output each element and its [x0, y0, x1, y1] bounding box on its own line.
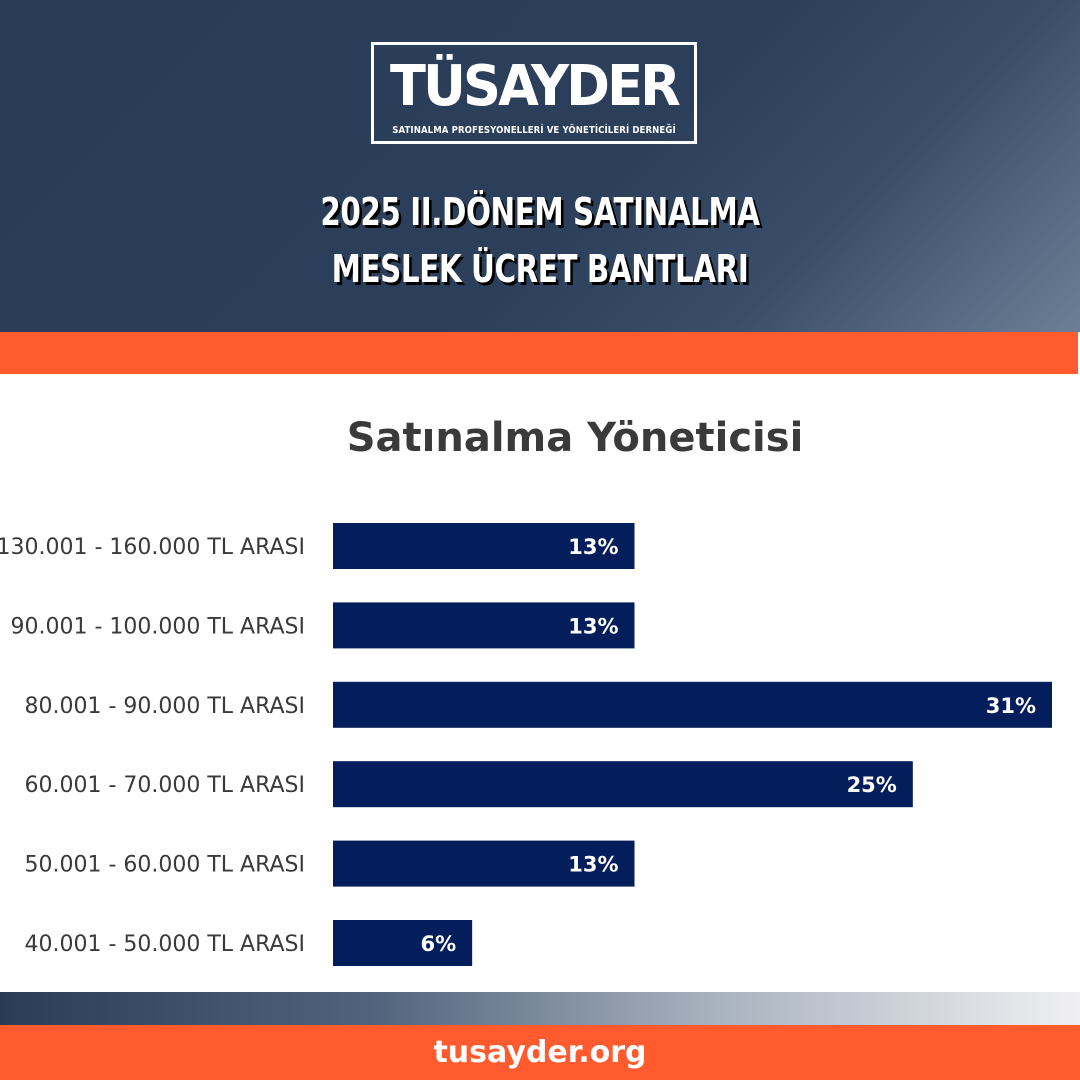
category-label: 50.001 - 60.000 TL ARASI — [24, 853, 305, 878]
accent-band — [0, 332, 1078, 374]
bar — [333, 761, 913, 808]
bar — [333, 681, 1052, 728]
bar-value-label: 31% — [986, 694, 1036, 718]
footer-gradient-strip — [0, 992, 1080, 1025]
category-label: 40.001 - 50.000 TL ARASI — [24, 932, 305, 957]
bar-chart: 130.001 - 160.000 TL ARASI 13% 90.001 - 10… — [0, 523, 1052, 966]
page-title-line-1: 2025 II.DÖNEM SATINALMA — [320, 190, 760, 234]
category-label: 130.001 - 160.000 TL ARASI — [0, 535, 305, 560]
brand-logo: TÜSAYDER SATINALMA PROFESYONELLERİ VE YÖ… — [371, 42, 697, 144]
bar — [333, 602, 635, 649]
logo-wordmark: TÜSAYDER — [389, 54, 681, 119]
bar-value-label: 13% — [568, 535, 618, 559]
bar — [333, 523, 635, 569]
bar — [333, 840, 635, 887]
logo-subtitle: SATINALMA PROFESYONELLERİ VE YÖNETİCİLER… — [392, 125, 676, 136]
bar-value-label: 13% — [568, 853, 618, 877]
bar-value-label: 25% — [847, 773, 897, 797]
page-title-line-2: MESLEK ÜCRET BANTLARI — [331, 247, 749, 291]
category-label: 90.001 - 100.000 TL ARASI — [10, 614, 305, 639]
bar — [333, 920, 473, 966]
category-label: 80.001 - 90.000 TL ARASI — [24, 694, 305, 719]
bar-value-label: 13% — [568, 614, 618, 638]
category-label: 60.001 - 70.000 TL ARASI — [24, 773, 305, 798]
chart-title: Satınalma Yöneticisi — [346, 415, 804, 461]
bar-value-label: 6% — [421, 932, 457, 956]
header-banner: TÜSAYDER SATINALMA PROFESYONELLERİ VE YÖ… — [0, 0, 1080, 332]
footer-bar: tusayder.org — [0, 1025, 1080, 1080]
website-link[interactable]: tusayder.org — [433, 1035, 647, 1070]
